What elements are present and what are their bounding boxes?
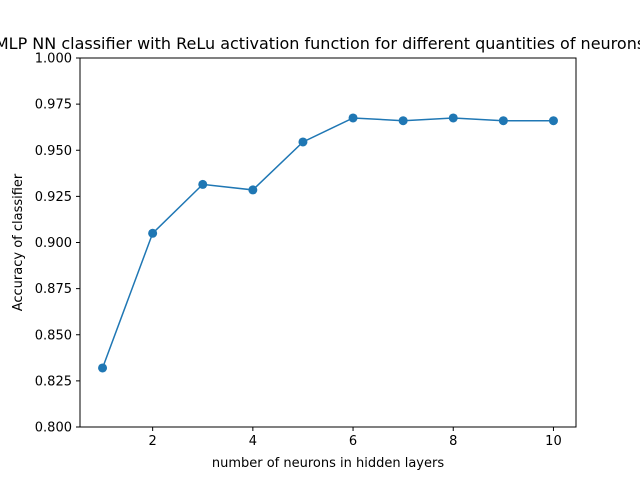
data-point: [98, 363, 108, 373]
x-axis-ticks: 2 4 6 8 10: [149, 427, 562, 449]
y-axis-ticks: 0.800 0.825 0.850 0.875 0.900 0.925 0.950 0.975…: [35, 52, 80, 436]
data-point: [198, 179, 208, 189]
y-tick-label: 0.950: [35, 144, 72, 159]
chart-title: MLP NN classifier with ReLu activation f…: [0, 34, 640, 53]
y-axis-label: Accuracy of classifier: [11, 173, 26, 311]
data-point: [248, 185, 258, 195]
data-point: [148, 228, 158, 238]
data-point: [298, 137, 308, 147]
x-axis-label: number of neurons in hidden layers: [212, 456, 444, 471]
y-tick-label: 0.800: [35, 421, 72, 436]
plot-frame: [79, 57, 577, 428]
y-tick-label: 1.000: [35, 52, 72, 67]
x-tick-label: 6: [349, 434, 357, 449]
x-tick-label: 8: [449, 434, 457, 449]
y-tick-label: 0.975: [35, 98, 72, 113]
y-tick-label: 0.875: [35, 282, 72, 297]
x-tick-label: 2: [149, 434, 157, 449]
y-tick-label: 0.825: [35, 374, 72, 389]
series-line: [101, 117, 554, 369]
data-point: [398, 116, 408, 126]
data-point: [498, 116, 508, 126]
data-point: [448, 113, 458, 123]
y-tick-label: 0.850: [35, 328, 72, 343]
data-point: [348, 113, 358, 123]
x-tick-label: 4: [249, 434, 257, 449]
series-layer: [98, 113, 558, 373]
x-tick-label: 10: [545, 434, 562, 449]
y-tick-label: 0.900: [35, 236, 72, 251]
data-point: [548, 116, 558, 126]
y-tick-label: 0.925: [35, 190, 72, 205]
